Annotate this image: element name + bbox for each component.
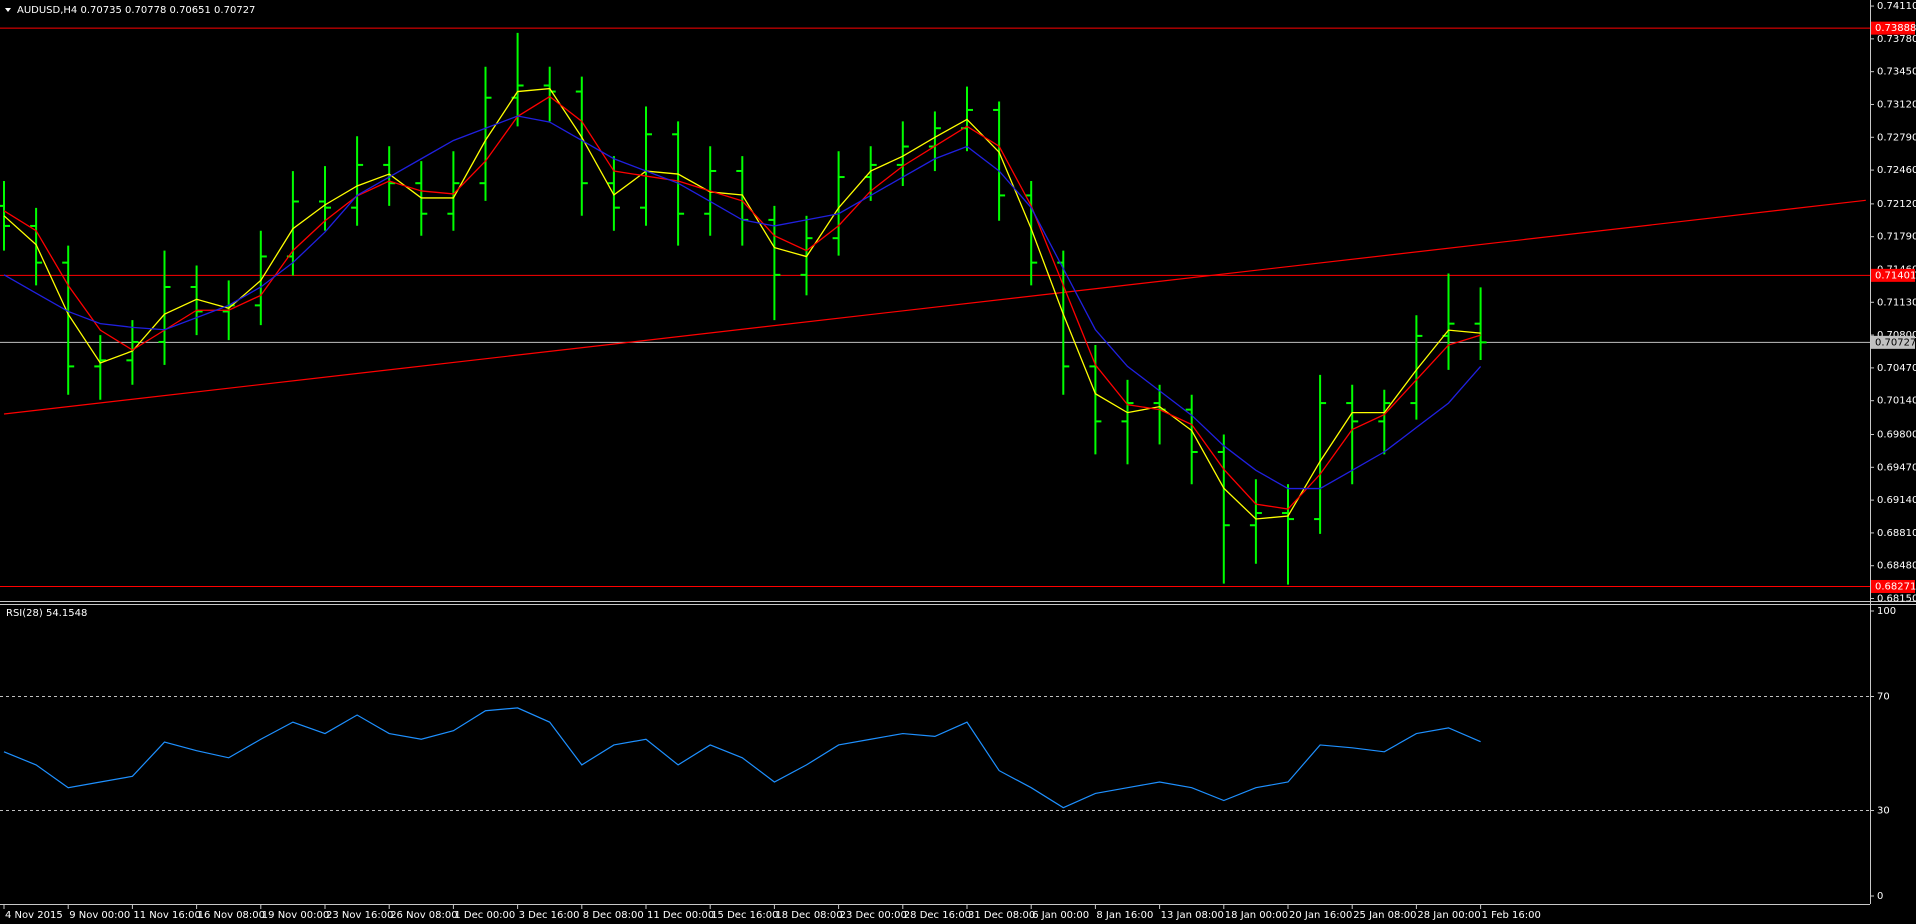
y-tick-label: 0.73780 xyxy=(1877,34,1916,45)
y-tick-label: 0.68810 xyxy=(1877,528,1916,539)
y-tick-label: 0.70140 xyxy=(1877,396,1916,407)
y-tick-label: 0.73450 xyxy=(1877,67,1916,78)
y-tick-label: 0 xyxy=(1877,891,1883,902)
x-tick-label: 28 Jan 00:00 xyxy=(1417,910,1480,921)
price-label: 0.70727 xyxy=(1875,337,1916,348)
x-tick-label: 13 Jan 08:00 xyxy=(1161,910,1224,921)
y-tick-label: 0.69140 xyxy=(1877,495,1916,506)
moving-average xyxy=(3,95,1481,510)
price-label: 0.73888 xyxy=(1875,23,1916,34)
price-label: 0.68271 xyxy=(1875,581,1916,592)
y-tick-label: 0.68480 xyxy=(1877,561,1916,572)
x-tick-label: 20 Jan 16:00 xyxy=(1289,910,1352,921)
x-tick-label: 15 Dec 16:00 xyxy=(711,910,778,921)
y-tick-label: 0.70470 xyxy=(1877,363,1916,374)
x-tick-label: 18 Dec 08:00 xyxy=(775,910,842,921)
x-tick-label: 26 Nov 08:00 xyxy=(390,910,457,921)
x-tick-label: 11 Nov 16:00 xyxy=(133,910,200,921)
price-label-box xyxy=(1871,579,1915,593)
x-tick-label: 3 Dec 16:00 xyxy=(519,910,580,921)
y-tick-label: 0.69800 xyxy=(1877,429,1916,440)
x-tick-label: 23 Dec 00:00 xyxy=(840,910,907,921)
x-tick-label: 19 Nov 00:00 xyxy=(262,910,329,921)
chart-title: AUDUSD,H4 0.70735 0.70778 0.70651 0.7072… xyxy=(17,5,255,16)
x-tick-label: 9 Nov 00:00 xyxy=(69,910,130,921)
menu-arrow xyxy=(5,8,11,12)
y-tick-label: 0.70800 xyxy=(1877,330,1916,341)
y-tick-label: 0.72120 xyxy=(1877,199,1916,210)
x-tick-label: 23 Nov 16:00 xyxy=(326,910,393,921)
y-tick-label: 0.68150 xyxy=(1877,594,1916,605)
trend-line xyxy=(3,199,1866,415)
x-tick-label: 31 Dec 08:00 xyxy=(968,910,1035,921)
price-label-box xyxy=(1871,335,1915,349)
x-tick-label: 8 Dec 08:00 xyxy=(583,910,644,921)
y-tick-label: 0.72460 xyxy=(1877,165,1916,176)
moving-average xyxy=(3,87,1481,520)
y-tick-label: 30 xyxy=(1877,806,1890,817)
x-tick-label: 11 Dec 00:00 xyxy=(647,910,714,921)
x-tick-label: 28 Dec 16:00 xyxy=(904,910,971,921)
y-tick-label: 70 xyxy=(1877,692,1890,703)
y-tick-label: 0.73120 xyxy=(1877,99,1916,110)
y-tick-label: 0.69470 xyxy=(1877,462,1916,473)
y-tick-label: 0.71130 xyxy=(1877,297,1916,308)
price-label: 0.71401 xyxy=(1875,270,1916,281)
x-tick-label: 1 Dec 00:00 xyxy=(454,910,515,921)
price-label-box xyxy=(1871,268,1915,282)
moving-average xyxy=(3,115,1482,490)
x-tick-label: 16 Nov 08:00 xyxy=(198,910,265,921)
y-tick-label: 0.74110 xyxy=(1877,1,1916,12)
x-tick-label: 1 Feb 16:00 xyxy=(1482,910,1541,921)
y-tick-label: 100 xyxy=(1877,606,1896,617)
x-tick-label: 4 Nov 2015 xyxy=(5,910,63,921)
x-tick-label: 8 Jan 16:00 xyxy=(1096,910,1153,921)
y-tick-label: 0.72790 xyxy=(1877,132,1916,143)
indicator-title: RSI(28) 54.1548 xyxy=(6,608,87,619)
rsi-line xyxy=(3,707,1481,809)
x-tick-label: 25 Jan 08:00 xyxy=(1353,910,1416,921)
y-tick-label: 0.71790 xyxy=(1877,232,1916,243)
x-tick-label: 18 Jan 00:00 xyxy=(1225,910,1288,921)
x-tick-label: 6 Jan 00:00 xyxy=(1032,910,1089,921)
price-label-box xyxy=(1871,21,1915,35)
